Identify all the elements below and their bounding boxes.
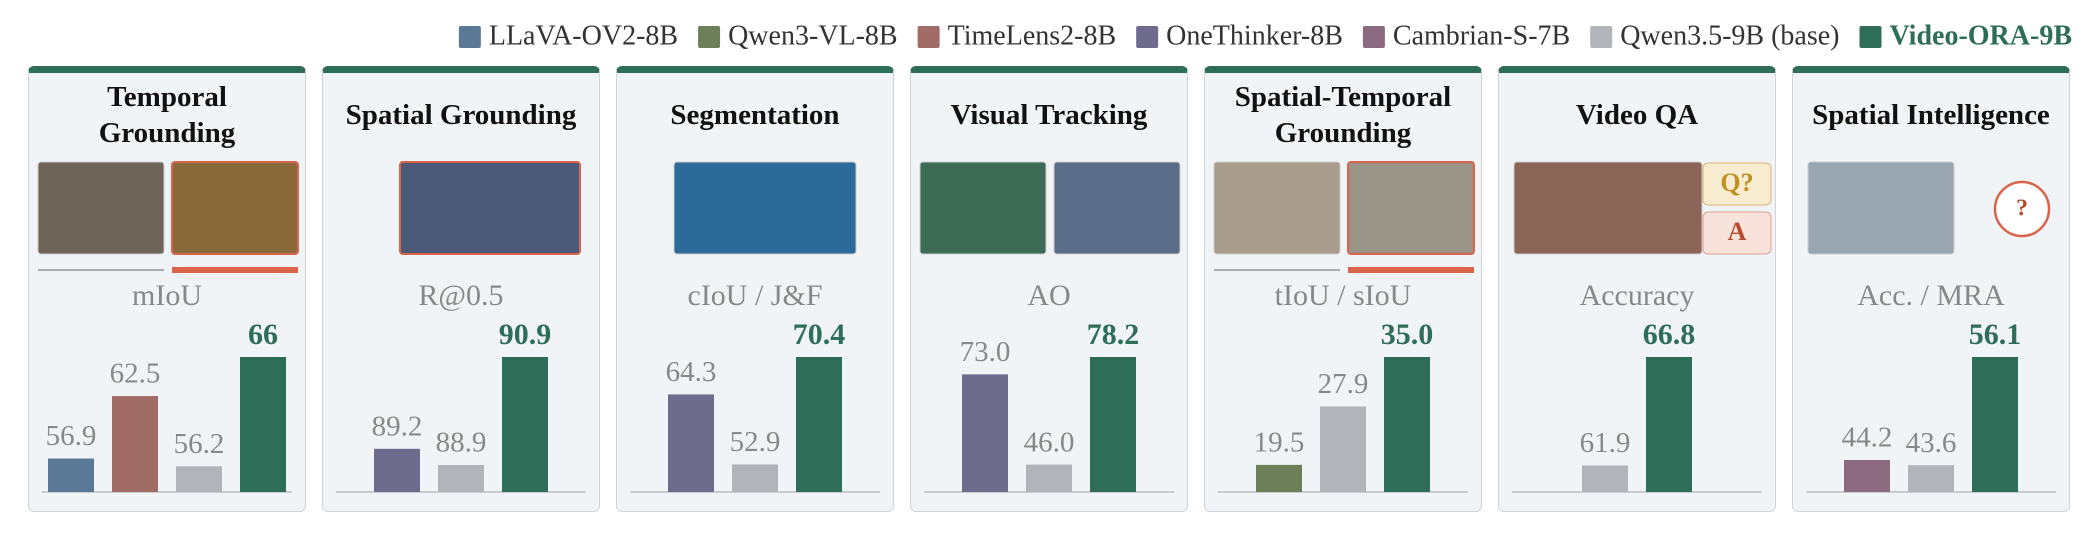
question-mark: ? <box>2016 196 2028 222</box>
panel-title: Temporal Grounding <box>98 81 236 149</box>
metric-label: R@0.5 <box>418 279 503 312</box>
legend-label: TimeLens2-8B <box>948 20 1117 51</box>
legend-label: Cambrian-S-7B <box>1393 20 1570 51</box>
legend-swatch <box>458 26 481 48</box>
bar <box>962 374 1008 492</box>
bar <box>732 464 778 492</box>
thumbnail <box>919 161 1047 255</box>
panel <box>28 66 306 512</box>
legend-label: LLaVA-OV2-8B <box>489 20 678 51</box>
thumbnail <box>37 161 165 255</box>
value-label: 88.9 <box>436 427 487 459</box>
bar <box>1908 465 1954 492</box>
legend-label: OneThinker-8B <box>1166 20 1343 51</box>
panel-title: Visual Tracking <box>950 99 1148 131</box>
panel <box>1792 66 2070 512</box>
bar <box>1646 357 1692 492</box>
bar <box>48 458 94 492</box>
bar <box>1384 357 1430 492</box>
panel <box>1498 66 1776 512</box>
bar <box>1090 357 1136 492</box>
thumbnail <box>673 161 857 255</box>
bar <box>240 357 286 492</box>
bar <box>1026 464 1072 492</box>
legend-swatch <box>1590 26 1613 48</box>
bar <box>1582 465 1628 492</box>
panel-title: Video QA <box>1575 99 1699 131</box>
value-label: 43.6 <box>1906 427 1957 459</box>
bar <box>1972 357 2018 492</box>
bar <box>796 357 842 492</box>
thumbnail <box>171 161 299 255</box>
panel-title: Spatial Intelligence <box>1812 99 2050 131</box>
legend-label: Qwen3-VL-8B <box>728 20 898 51</box>
value-label: 89.2 <box>372 410 423 442</box>
value-label: 90.9 <box>499 318 552 351</box>
panel <box>616 66 894 512</box>
value-label: 19.5 <box>1254 427 1305 459</box>
thumbnail <box>1807 161 1955 255</box>
bar <box>374 448 420 492</box>
answer-text: A <box>1728 217 1747 246</box>
question-text: Q? <box>1720 168 1753 197</box>
value-label: 66 <box>248 318 278 351</box>
metric-label: AO <box>1027 279 1070 312</box>
bar <box>438 465 484 492</box>
value-label: 35.0 <box>1381 318 1434 351</box>
thumbnail <box>1513 161 1703 255</box>
bar <box>1256 464 1302 492</box>
panel-title: Spatial Grounding <box>345 99 577 131</box>
value-label: 62.5 <box>110 358 161 390</box>
panel-title: Spatial-Temporal Grounding <box>1234 81 1452 149</box>
thumbnail <box>399 161 581 255</box>
bar <box>668 394 714 492</box>
answer-box <box>1702 211 1772 255</box>
bar <box>502 357 548 492</box>
value-label: 56.2 <box>174 428 225 460</box>
legend-swatch <box>917 26 940 48</box>
value-label: 70.4 <box>793 318 846 351</box>
panel-title: Segmentation <box>670 99 840 131</box>
value-label: 52.9 <box>730 426 781 458</box>
bar <box>1844 459 1890 492</box>
metric-label: Acc. / MRA <box>1857 279 2005 312</box>
value-label: 66.8 <box>1643 318 1696 351</box>
thumbnail <box>1053 161 1181 255</box>
value-label: 27.9 <box>1318 368 1369 400</box>
legend-label: Video-ORA-9B <box>1889 20 2072 51</box>
legend: LLaVA-OV2-8B Qwen3-VL-8B TimeLens2-8B OneTh… <box>458 20 2072 51</box>
legend-swatch <box>1136 26 1159 48</box>
legend-swatch <box>698 26 721 48</box>
value-label: 56.9 <box>46 420 97 452</box>
bar <box>176 466 222 492</box>
legend-label: Qwen3.5-9B (base) <box>1620 20 1839 51</box>
metric-label: mIoU <box>132 279 202 312</box>
metric-label: Accuracy <box>1580 279 1695 312</box>
value-label: 73.0 <box>960 336 1011 368</box>
legend-swatch <box>1859 26 1882 48</box>
value-label: 61.9 <box>1580 427 1631 459</box>
question-circle <box>1993 180 2051 238</box>
value-label: 56.1 <box>1969 318 2022 351</box>
bar <box>1320 406 1366 492</box>
panel <box>910 66 1188 512</box>
thumbnail <box>1213 161 1341 255</box>
panel <box>322 66 600 512</box>
metric-label: tIoU / sIoU <box>1275 279 1412 312</box>
value-label: 78.2 <box>1087 318 1140 351</box>
value-label: 44.2 <box>1842 422 1893 454</box>
thumbnail <box>1347 161 1475 255</box>
question-box <box>1702 162 1772 206</box>
metric-label: cIoU / J&F <box>688 279 823 312</box>
bar <box>112 396 158 492</box>
value-label: 64.3 <box>666 356 717 388</box>
value-label: 46.0 <box>1024 426 1075 458</box>
legend-swatch <box>1362 26 1385 48</box>
